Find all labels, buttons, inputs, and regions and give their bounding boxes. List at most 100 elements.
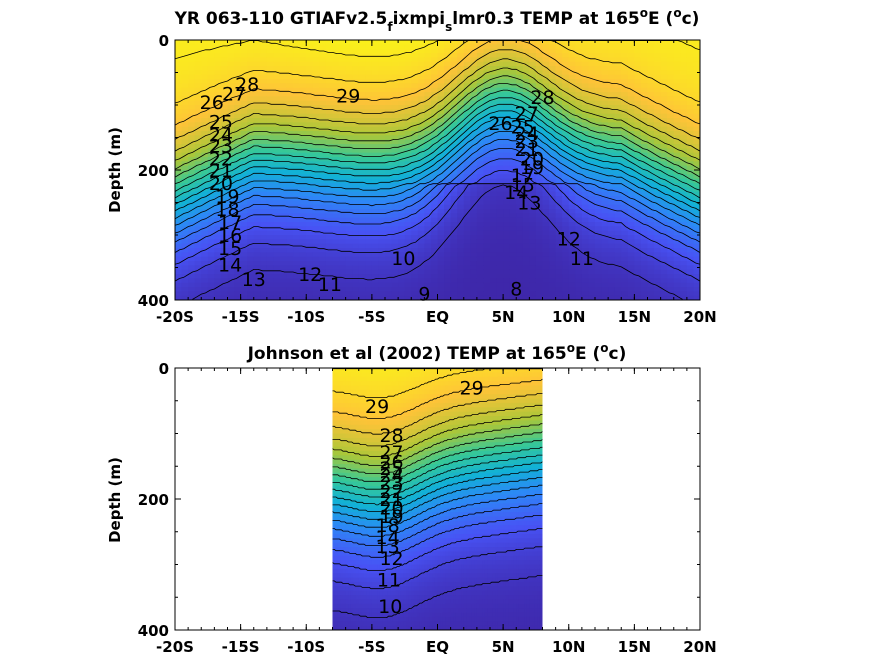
field-cell — [654, 139, 662, 145]
field-cell — [680, 222, 688, 227]
contour-line — [175, 67, 700, 161]
field-cell — [404, 209, 412, 214]
field-cell — [404, 152, 412, 158]
field-cell — [207, 79, 215, 84]
field-cell — [280, 235, 288, 240]
field-cell — [273, 204, 281, 210]
field-cell — [194, 100, 202, 106]
field-cell — [365, 243, 373, 249]
field-cell — [286, 83, 294, 89]
field-cell — [430, 113, 439, 119]
field-cell — [614, 265, 622, 271]
field-cell — [286, 74, 294, 80]
field-cell — [654, 105, 662, 110]
field-cell — [608, 61, 616, 67]
field-cell — [529, 295, 537, 300]
contour-label: 11 — [318, 274, 342, 296]
field-cell — [319, 40, 327, 45]
field-cell — [640, 196, 649, 201]
field-cell — [634, 252, 642, 258]
field-cell — [214, 187, 222, 193]
field-cell — [601, 61, 609, 67]
field-cell — [522, 282, 530, 288]
field-cell — [529, 53, 537, 58]
field-cell — [483, 161, 491, 167]
field-cell — [562, 191, 570, 197]
field-cell — [673, 248, 681, 253]
field-cell — [273, 239, 281, 245]
field-cell — [352, 148, 360, 154]
field-cell — [529, 157, 537, 162]
field-cell — [207, 66, 215, 71]
field-cell — [201, 261, 209, 266]
field-cell — [286, 135, 294, 141]
field-cell — [181, 57, 189, 63]
field-cell — [555, 61, 563, 67]
field-cell — [365, 74, 373, 80]
field-cell — [188, 183, 196, 188]
field-cell — [568, 226, 576, 232]
field-cell — [181, 170, 189, 175]
field-cell — [391, 113, 399, 119]
field-cell — [430, 269, 439, 275]
field-cell — [542, 183, 550, 188]
field-cell — [490, 105, 498, 110]
field-cell — [503, 183, 511, 188]
field-cell — [476, 291, 485, 297]
field-cell — [509, 222, 517, 227]
field-cell — [188, 178, 196, 184]
field-cell — [417, 248, 425, 253]
field-cell — [568, 40, 576, 45]
field-cell — [371, 222, 380, 227]
field-cell — [568, 222, 576, 227]
field-cell — [444, 265, 452, 271]
field-cell — [207, 196, 215, 201]
field-cell — [424, 287, 432, 292]
field-cell — [581, 165, 590, 171]
field-cell — [621, 148, 629, 154]
field-cell — [247, 252, 255, 258]
field-cell — [371, 204, 380, 210]
field-cell — [483, 243, 491, 249]
field-cell — [529, 165, 537, 171]
field-cell — [293, 178, 301, 184]
field-cell — [286, 178, 294, 184]
field-cell — [273, 235, 281, 240]
field-cell — [608, 196, 616, 201]
field-cell — [339, 113, 347, 119]
field-cell — [345, 204, 353, 210]
field-cell — [614, 100, 622, 106]
field-cell — [220, 209, 229, 214]
field-cell — [627, 157, 635, 162]
field-cell — [352, 61, 360, 67]
field-cell — [437, 100, 445, 106]
field-cell — [463, 161, 471, 167]
field-cell — [444, 74, 452, 80]
field-cell — [634, 74, 642, 80]
field-cell — [214, 274, 222, 279]
field-cell — [175, 74, 183, 80]
field-cell — [181, 131, 189, 136]
field-cell — [627, 265, 635, 271]
field-cell — [581, 105, 590, 110]
field-cell — [201, 204, 209, 210]
field-cell — [608, 53, 616, 58]
field-cell — [430, 53, 439, 58]
field-cell — [568, 213, 576, 219]
field-cell — [490, 139, 498, 145]
field-cell — [220, 239, 229, 245]
contour-label: 23 — [515, 131, 539, 153]
field-cell — [621, 226, 629, 232]
field-cell — [220, 105, 229, 110]
field-cell — [654, 256, 662, 262]
field-cell — [450, 213, 458, 219]
field-cell — [483, 222, 491, 227]
field-cell — [424, 48, 432, 54]
field-cell — [207, 209, 215, 214]
field-cell — [627, 269, 635, 275]
field-cell — [247, 191, 255, 197]
field-cell — [266, 261, 275, 266]
field-cell — [181, 66, 189, 71]
field-cell — [535, 53, 544, 58]
field-cell — [240, 96, 248, 102]
